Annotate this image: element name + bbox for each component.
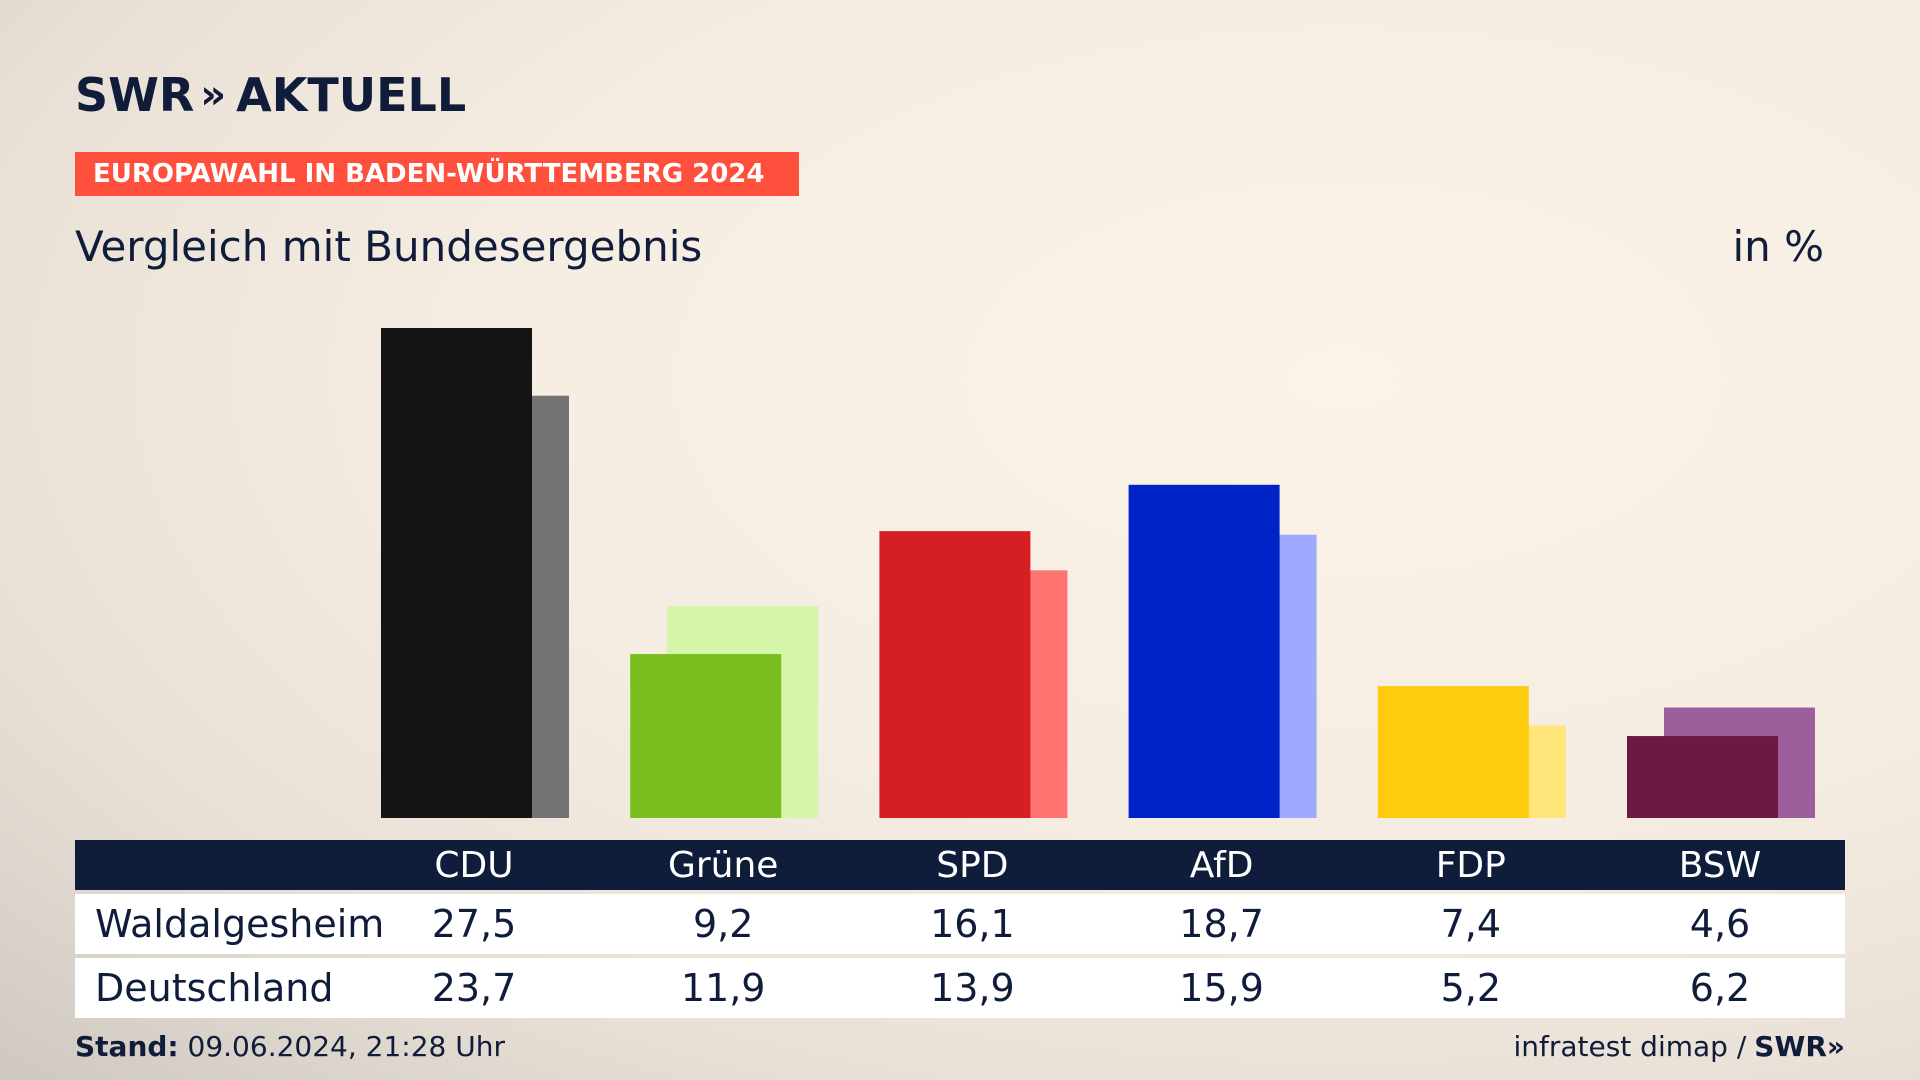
- table-cell-region-grüne: 9,2: [692, 902, 754, 946]
- table-cell-region-cdu: 27,5: [431, 902, 517, 946]
- table-cell-country-spd: 13,9: [930, 966, 1015, 1010]
- table-header-spd: SPD: [936, 844, 1009, 886]
- table-row: Waldalgesheim 27,5 9,2 16,1 18,7 7,4 4,6: [75, 894, 1845, 954]
- table-header-fdp: FDP: [1435, 844, 1506, 886]
- bar-bsw-waldalgesheim: [1627, 736, 1778, 818]
- table-cell-region-bsw: 4,6: [1689, 902, 1751, 946]
- table-header-bsw: BSW: [1678, 844, 1762, 886]
- table-cell-region-fdp: 7,4: [1440, 902, 1502, 946]
- table-cell-country-afd: 15,9: [1179, 966, 1264, 1010]
- results-table: CDU Grüne SPD AfD FDP BSW Waldalgesheim 27,5 9…: [75, 840, 1845, 1018]
- bar-grüne-waldalgesheim: [630, 654, 782, 818]
- table-header-afd: AfD: [1189, 844, 1254, 886]
- row-label-region: Waldalgesheim: [95, 902, 385, 946]
- table-header-cdu: CDU: [434, 844, 514, 886]
- table-cell-region-afd: 18,7: [1179, 902, 1264, 946]
- table-header-row: CDU Grüne SPD AfD FDP BSW: [75, 840, 1845, 890]
- table-cell-country-bsw: 6,2: [1689, 966, 1751, 1010]
- bar-afd-waldalgesheim: [1128, 484, 1280, 818]
- table-row-cells: 27,5 9,2 16,1 18,7 7,4 4,6: [340, 894, 1845, 954]
- bar-cdu-waldalgesheim: [381, 328, 532, 818]
- election-banner: EUROPAWAHL IN BADEN-WÜRTTEMBERG 2024: [75, 152, 799, 196]
- logo-product: AKTUELL: [236, 68, 467, 122]
- bar-fdp-waldalgesheim: [1377, 686, 1529, 818]
- table-header-cells: CDU Grüne SPD AfD FDP BSW: [340, 840, 1845, 890]
- table-header-corner: [75, 840, 340, 890]
- chevron-right-icon: »: [1826, 1030, 1845, 1063]
- table-row: Deutschland 23,7 11,9 13,9 15,9 5,2 6,2: [75, 958, 1845, 1018]
- table-cell-country-grüne: 11,9: [680, 966, 766, 1010]
- logo-brand: SWR: [75, 68, 195, 122]
- swr-aktuell-logo: SWR » AKTUELL: [75, 68, 466, 122]
- table-row-cells: 23,7 11,9 13,9 15,9 5,2 6,2: [340, 958, 1845, 1018]
- source-text: infratest dimap /: [1513, 1030, 1747, 1063]
- table-cell-country-fdp: 5,2: [1440, 966, 1502, 1010]
- bar-spd-waldalgesheim: [879, 531, 1031, 818]
- table-header-grüne: Grüne: [667, 844, 779, 886]
- unit-label: in %: [1732, 222, 1824, 271]
- table-cell-region-spd: 16,1: [930, 902, 1015, 946]
- source-brand: SWR: [1754, 1030, 1827, 1063]
- row-label-country: Deutschland: [95, 966, 334, 1010]
- chart-subtitle: Vergleich mit Bundesergebnis: [75, 222, 703, 271]
- table-cell-country-cdu: 23,7: [431, 966, 517, 1010]
- timestamp-value: 09.06.2024, 21:28 Uhr: [187, 1030, 505, 1063]
- source-credit: infratest dimap / SWR »: [1513, 1030, 1845, 1063]
- timestamp-label: Stand:: [75, 1030, 179, 1063]
- timestamp: Stand: 09.06.2024, 21:28 Uhr: [75, 1030, 505, 1063]
